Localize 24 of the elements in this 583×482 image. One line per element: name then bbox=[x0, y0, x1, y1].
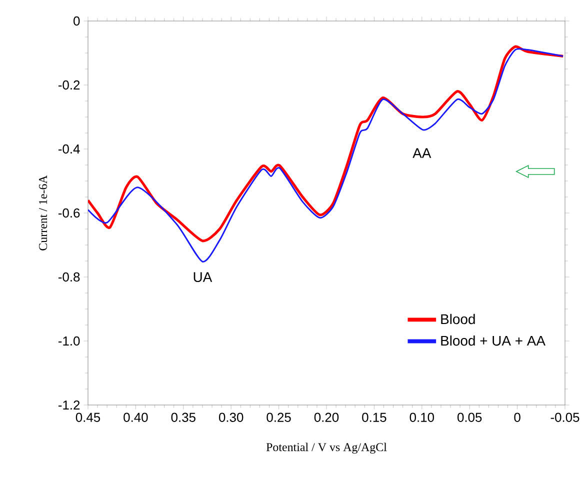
y-tick-label: -0.8 bbox=[58, 272, 80, 282]
y-tick-label: -0.2 bbox=[58, 80, 80, 90]
x-tick-label: 0.35 bbox=[171, 412, 196, 422]
y-tick-label: -1.0 bbox=[58, 336, 80, 346]
legend-label: Blood + UA + AA bbox=[441, 335, 546, 346]
x-tick-label: 0.25 bbox=[266, 412, 291, 422]
annotation: AA bbox=[412, 148, 432, 158]
x-tick-label: 0.45 bbox=[76, 412, 100, 422]
y-tick-label: 0 bbox=[74, 16, 80, 26]
x-tick-label: 0.15 bbox=[362, 412, 386, 422]
x-tick-label: 0.10 bbox=[410, 412, 434, 422]
x-tick-label: 0.30 bbox=[218, 412, 244, 422]
y-tick-label: -0.4 bbox=[58, 144, 80, 154]
x-axis-title: Potential / V vs Ag/AgCl bbox=[266, 442, 387, 454]
y-tick-label: -1.2 bbox=[58, 400, 80, 410]
annotation: UA bbox=[194, 272, 212, 282]
x-tick-label: -0.05 bbox=[550, 412, 580, 422]
x-tick-label: 0.20 bbox=[314, 412, 339, 422]
legend-label: Blood bbox=[441, 314, 475, 324]
y-tick-label: -0.6 bbox=[58, 208, 80, 218]
x-tick-label: 0.40 bbox=[124, 412, 148, 422]
x-tick-label: 0.05 bbox=[457, 412, 482, 422]
y-axis-title: Current / 1e-6A bbox=[39, 175, 48, 250]
x-tick-label: 0 bbox=[514, 412, 520, 422]
